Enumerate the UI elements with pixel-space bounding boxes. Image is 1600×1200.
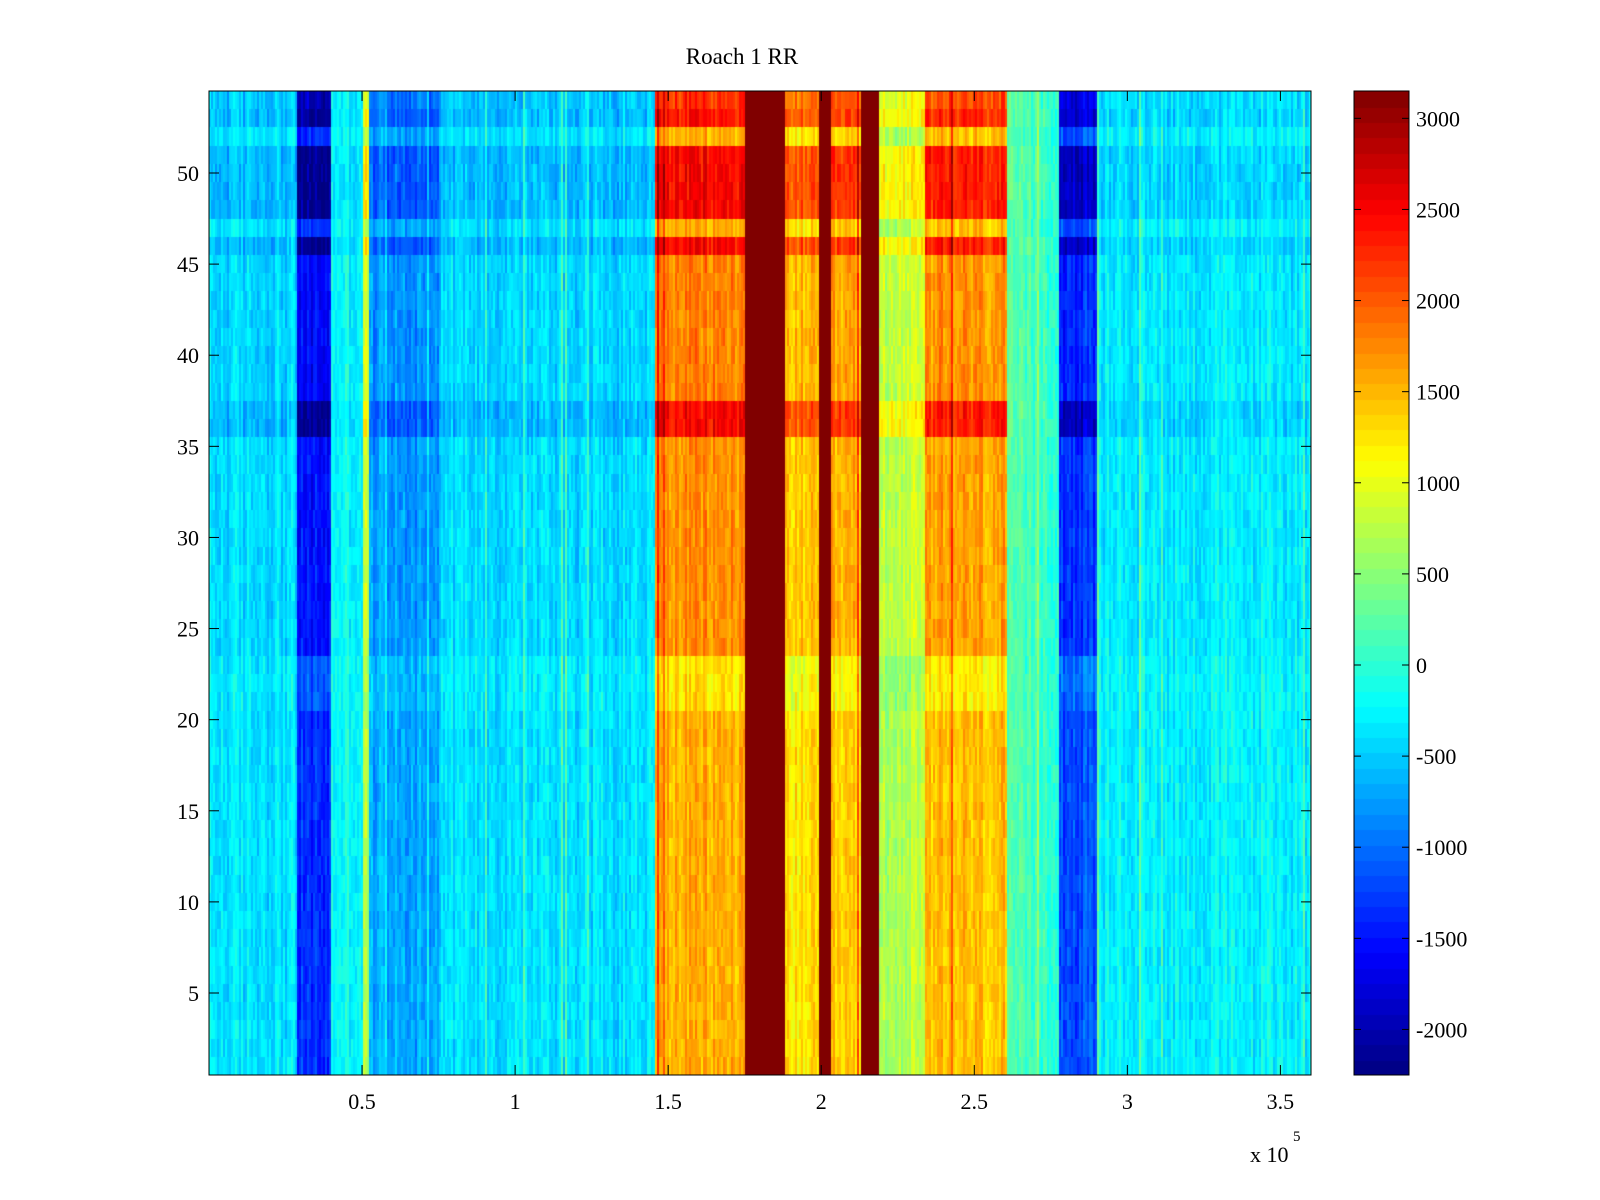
x-exponent-power: 5: [1293, 1129, 1301, 1145]
x-tick-label: 3.5: [1267, 1089, 1295, 1114]
colorbar-tick-label: -500: [1416, 744, 1456, 769]
y-axis: 5 10 15 20 25 30 35 40 45 50: [177, 161, 1311, 1006]
x-tick-label: 3: [1122, 1089, 1133, 1114]
x-tick-label: 1.5: [654, 1089, 682, 1114]
y-tick-label: 20: [177, 708, 199, 733]
colorbar-tick-label: 3000: [1416, 106, 1460, 131]
chart-title: Roach 1 RR: [686, 44, 799, 69]
y-tick-label: 10: [177, 890, 199, 915]
x-axis: 0.5 1 1.5 2 2.5 3 3.5: [348, 91, 1294, 1114]
x-tick-label: 2.5: [961, 1089, 989, 1114]
colorbar-tick-label: -2000: [1416, 1017, 1467, 1042]
y-tick-label: 25: [177, 617, 199, 642]
colorbar-axis: 3000 2500 2000 1500 1000 500 0 -500 -1000 -1500 -2…: [1354, 106, 1467, 1042]
colorbar-tick-label: 1000: [1416, 471, 1460, 496]
colorbar-gradient: [1354, 91, 1409, 1075]
y-tick-label: 40: [177, 343, 199, 368]
colorbar-tick-label: 2000: [1416, 289, 1460, 314]
y-tick-label: 50: [177, 161, 199, 186]
colorbar-tick-label: 2500: [1416, 197, 1460, 222]
x-tick-label: 1: [510, 1089, 521, 1114]
y-tick-label: 35: [177, 434, 199, 459]
x-exponent-label: x 10 5: [1250, 1129, 1301, 1167]
colorbar-tick-label: 1500: [1416, 380, 1460, 405]
x-tick-label: 2: [816, 1089, 827, 1114]
x-exponent-base: x 10: [1250, 1142, 1289, 1167]
y-tick-label: 30: [177, 525, 199, 550]
colorbar-tick-label: -1500: [1416, 926, 1467, 951]
colorbar-frame: [1353, 90, 1410, 1076]
colorbar-tick-label: 0: [1416, 653, 1427, 678]
y-tick-label: 45: [177, 252, 199, 277]
heatmap-image: [209, 91, 1311, 1075]
colorbar-tick-label: -1000: [1416, 835, 1467, 860]
plot-area-frame: [208, 90, 1312, 1076]
y-tick-label: 15: [177, 799, 199, 824]
colorbar-tick-label: 500: [1416, 562, 1449, 587]
y-tick-label: 5: [188, 981, 199, 1006]
x-tick-label: 0.5: [348, 1089, 376, 1114]
